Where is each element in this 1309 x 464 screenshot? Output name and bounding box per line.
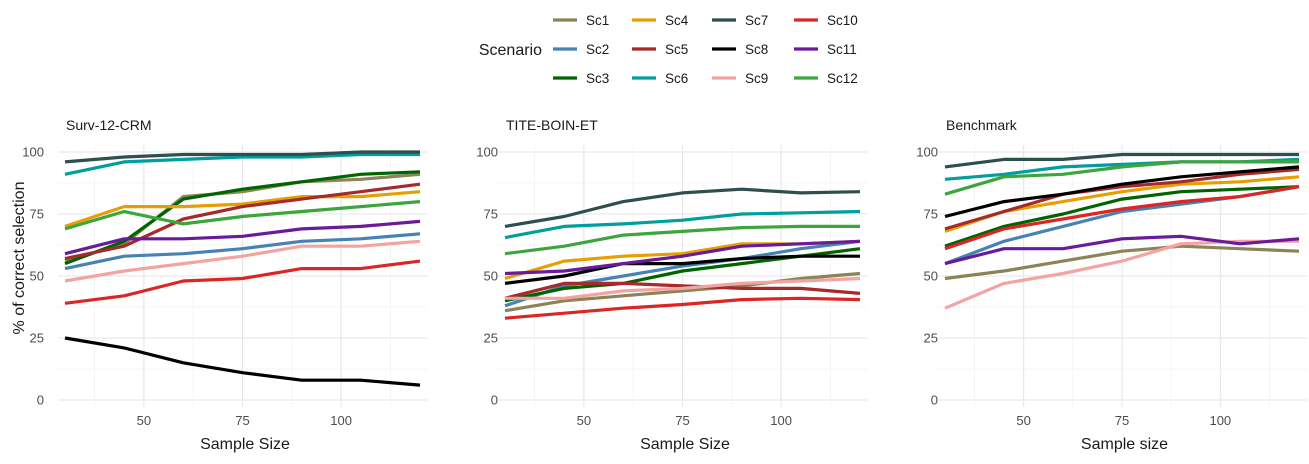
y-tick-label: 100 xyxy=(22,145,44,160)
y-tick-label: 50 xyxy=(30,269,44,284)
series-line-sc5 xyxy=(64,182,421,261)
series-lines xyxy=(64,150,421,387)
legend-item-sc1: Sc1 xyxy=(553,13,609,28)
legend-label: Sc12 xyxy=(827,71,858,86)
legend-item-sc10: Sc10 xyxy=(794,13,858,28)
x-tick-label: 75 xyxy=(235,413,249,428)
x-axis-title: Sample size xyxy=(1081,436,1168,453)
grid xyxy=(58,145,428,407)
series-line-sc12 xyxy=(944,160,1299,196)
y-axis-title: % of correct selection xyxy=(11,182,28,335)
legend-item-sc3: Sc3 xyxy=(553,71,609,86)
x-axis-title: Sample Size xyxy=(640,436,730,453)
x-tick-label: 100 xyxy=(330,413,352,428)
series-line-sc11 xyxy=(64,219,421,256)
series-line-sc10 xyxy=(504,296,861,320)
series-line-sc6 xyxy=(504,209,861,240)
legend-item-sc2: Sc2 xyxy=(553,42,609,57)
x-tick-label: 50 xyxy=(577,413,591,428)
legend-item-sc9: Sc9 xyxy=(712,71,768,86)
series-line-sc12 xyxy=(64,200,421,231)
series-line-sc5 xyxy=(504,281,861,300)
panel-title: Benchmark xyxy=(946,117,1018,133)
series-line-sc7 xyxy=(944,152,1299,169)
series-line-sc3 xyxy=(944,185,1300,248)
panel-2: TITE-BOIN-ET 0 25 50 75 100 50 75 100 Sample Size xyxy=(476,117,868,453)
y-tick-label: 25 xyxy=(484,331,498,346)
x-tick-label: 100 xyxy=(1209,413,1231,428)
series-lines xyxy=(944,152,1300,310)
series-line-sc8 xyxy=(944,165,1300,219)
series-line-sc7 xyxy=(504,187,861,228)
series-line-sc1 xyxy=(64,172,421,263)
legend-label: Sc7 xyxy=(745,13,768,28)
legend: Scenario Sc1 Sc2 Sc3 Sc4 Sc5 Sc6 Sc7 Sc8 Sc9 Sc10… xyxy=(479,13,858,86)
x-axis-title: Sample Size xyxy=(200,436,290,453)
y-tick-label: 0 xyxy=(491,393,498,408)
y-tick-label: 75 xyxy=(30,207,44,222)
legend-label: Sc2 xyxy=(586,42,609,57)
legend-label: Sc5 xyxy=(665,42,688,57)
legend-label: Sc8 xyxy=(745,42,768,57)
legend-label: Sc4 xyxy=(665,13,689,28)
y-tick-label: 25 xyxy=(30,331,44,346)
legend-item-sc11: Sc11 xyxy=(794,42,857,57)
series-line-sc4 xyxy=(64,190,421,228)
series-line-sc8 xyxy=(504,254,860,285)
series-line-sc7 xyxy=(64,150,420,164)
legend-item-sc5: Sc5 xyxy=(632,42,688,57)
series-lines xyxy=(504,187,861,320)
series-line-sc5 xyxy=(944,167,1300,231)
legend-item-sc7: Sc7 xyxy=(712,13,768,28)
legend-label: Sc1 xyxy=(586,13,609,28)
series-line-sc6 xyxy=(64,152,420,176)
y-tick-label: 50 xyxy=(924,269,938,284)
x-tick-label: 100 xyxy=(770,413,792,428)
series-line-sc2 xyxy=(504,239,861,308)
series-line-sc11 xyxy=(504,239,861,276)
x-tick-label: 75 xyxy=(675,413,689,428)
panel-3: Benchmark 0 25 50 75 100 50 75 100 Sample size xyxy=(916,117,1307,453)
legend-label: Sc10 xyxy=(827,13,858,28)
series-line-sc10 xyxy=(944,185,1300,251)
legend-items: Sc1 Sc2 Sc3 Sc4 Sc5 Sc6 Sc7 Sc8 Sc9 Sc10 Sc11 Sc12 xyxy=(553,13,858,86)
panel-title: TITE-BOIN-ET xyxy=(506,117,598,133)
legend-item-sc8: Sc8 xyxy=(712,42,768,57)
x-tick-label: 50 xyxy=(1016,413,1030,428)
series-line-sc2 xyxy=(64,232,421,271)
series-line-sc9 xyxy=(505,276,861,300)
y-tick-label: 75 xyxy=(484,207,498,222)
legend-title: Scenario xyxy=(479,42,542,59)
legend-label: Sc11 xyxy=(827,42,857,57)
panel-1: Surv-12-CRM 0 25 50 75 100 50 75 100 Sample Size xyxy=(22,117,428,453)
legend-item-sc6: Sc6 xyxy=(632,71,688,86)
series-line-sc3 xyxy=(64,170,421,266)
series-line-sc1 xyxy=(944,244,1300,281)
x-tick-label: 75 xyxy=(1115,413,1129,428)
y-tick-label: 50 xyxy=(484,269,498,284)
y-tick-label: 0 xyxy=(931,393,938,408)
series-line-sc1 xyxy=(504,271,861,313)
series-line-sc11 xyxy=(944,234,1300,266)
legend-item-sc4: Sc4 xyxy=(632,13,689,28)
legend-item-sc12: Sc12 xyxy=(794,71,858,86)
y-tick-label: 0 xyxy=(37,393,44,408)
x-tick-label: 50 xyxy=(137,413,151,428)
y-tick-label: 100 xyxy=(916,145,938,160)
y-tick-label: 75 xyxy=(924,207,938,222)
series-line-sc9 xyxy=(64,239,421,283)
legend-label: Sc9 xyxy=(745,71,768,86)
panel-title: Surv-12-CRM xyxy=(66,117,152,133)
y-tick-label: 25 xyxy=(924,331,938,346)
legend-label: Sc3 xyxy=(586,71,609,86)
legend-label: Sc6 xyxy=(665,71,688,86)
y-tick-label: 100 xyxy=(476,145,498,160)
series-line-sc12 xyxy=(504,224,860,256)
series-line-sc9 xyxy=(944,239,1299,310)
series-line-sc8 xyxy=(64,336,421,387)
series-line-sc10 xyxy=(64,259,421,305)
